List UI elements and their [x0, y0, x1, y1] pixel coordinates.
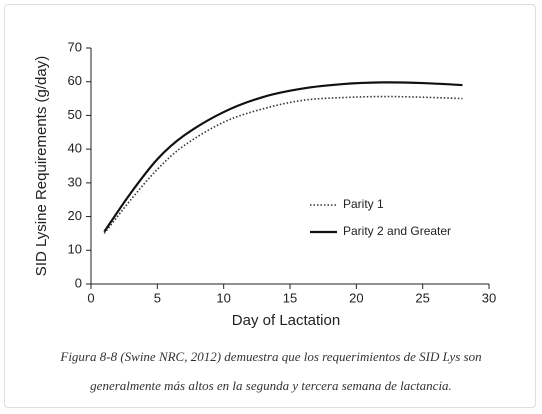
- legend-label: Parity 1: [343, 197, 384, 211]
- chart: Day of Lactation SID Lysine Requirements…: [33, 39, 496, 329]
- legend-label: Parity 2 and Greater: [343, 224, 451, 238]
- y-tick-label: 40: [68, 141, 82, 156]
- x-axis-label: Day of Lactation: [232, 312, 340, 329]
- x-tick-label: 25: [415, 290, 429, 305]
- y-tick-label: 20: [68, 208, 82, 223]
- y-axis-label: SID Lysine Requirements (g/day): [33, 56, 50, 276]
- y-tick-label: 0: [75, 275, 82, 290]
- x-tick-label: 20: [349, 290, 363, 305]
- x-tick-label: 30: [482, 290, 496, 305]
- y-tick-label: 50: [68, 107, 82, 122]
- x-tick-label: 5: [154, 290, 161, 305]
- series-line: [103, 95, 463, 234]
- y-tick-label: 30: [68, 174, 82, 189]
- caption: Figura 8-8 (Swine NRC, 2012) demuestra q…: [60, 349, 482, 393]
- y-tick-label: 70: [68, 39, 82, 54]
- y-tick-label: 10: [68, 242, 82, 257]
- y-tick-label: 60: [68, 73, 82, 88]
- x-tick-label: 10: [216, 290, 230, 305]
- series-line: [103, 81, 463, 233]
- x-tick-label: 15: [283, 290, 297, 305]
- frame: [4, 4, 536, 408]
- x-tick-label: 0: [87, 290, 94, 305]
